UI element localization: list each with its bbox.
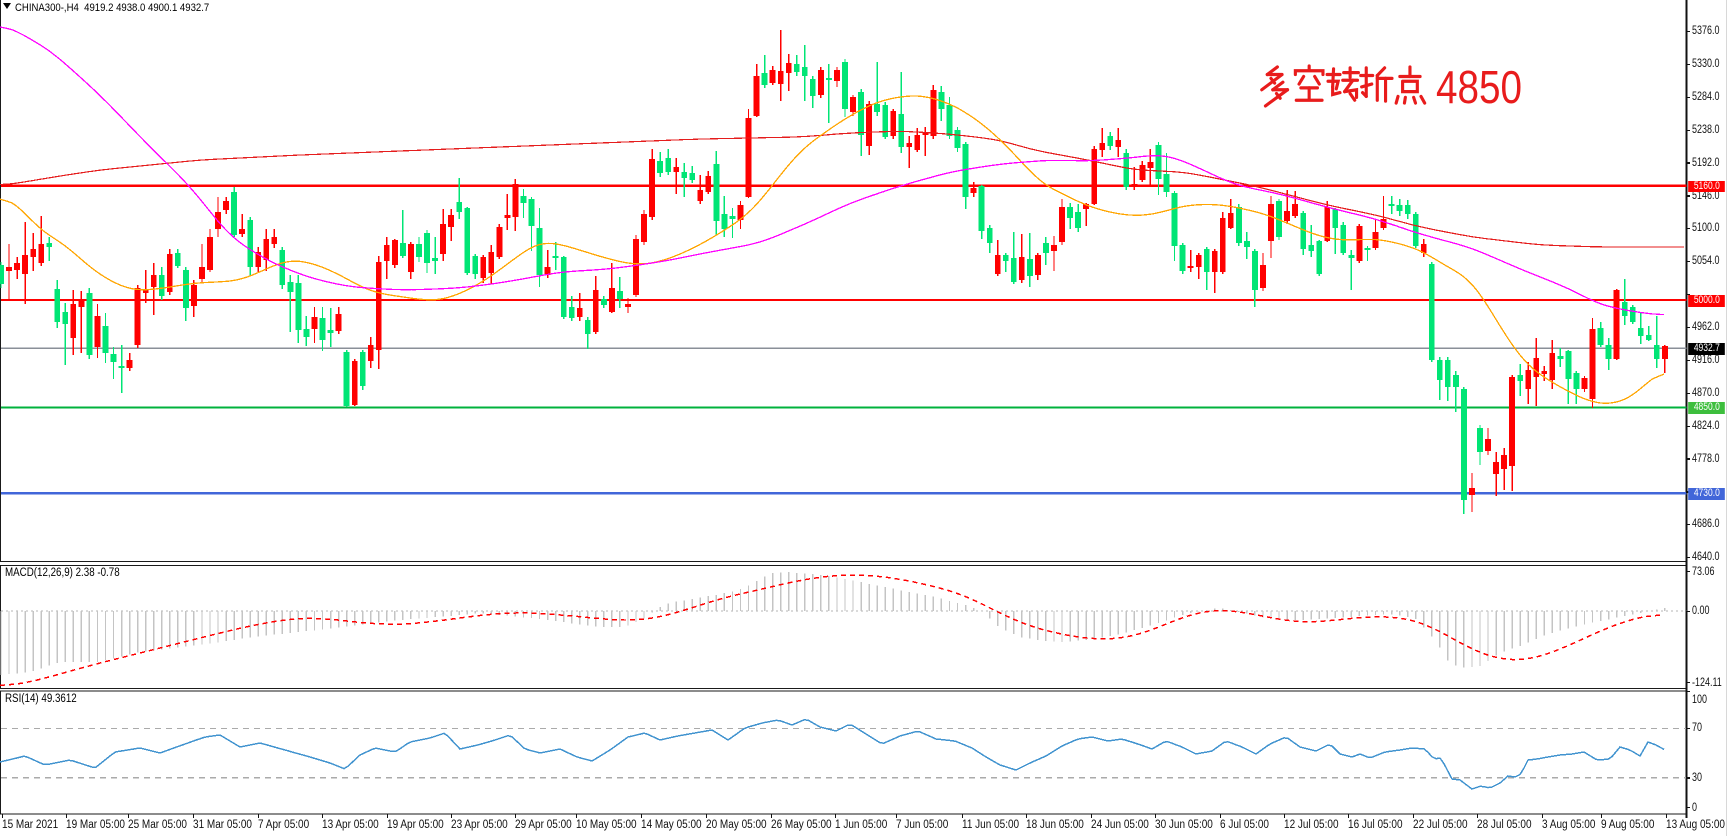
svg-text:4850: 4850	[1436, 61, 1522, 113]
